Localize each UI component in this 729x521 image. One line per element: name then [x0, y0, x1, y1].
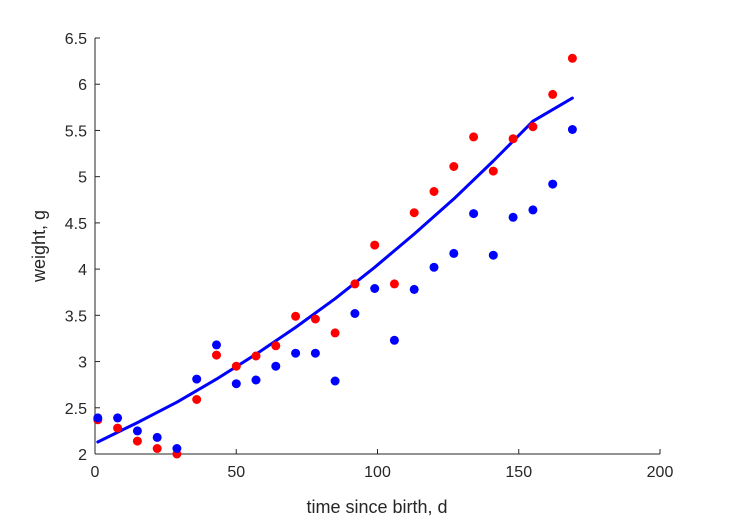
fit-curve-line: [96, 96, 574, 444]
data-point: [271, 341, 281, 351]
data-point: [528, 205, 538, 215]
y-tick-label: 3.5: [65, 308, 87, 325]
data-point: [449, 248, 459, 258]
plot-area: 0 50 100 150 200 2 2.5 3 3.5 4 4.5 5 5.5 6 6.5: [65, 31, 674, 481]
data-point: [132, 426, 142, 436]
data-point: [330, 328, 340, 338]
y-tick-label: 2.5: [65, 401, 87, 418]
data-point: [370, 284, 380, 293]
y-ticks: 2 2.5 3 3.5 4 4.5 5 5.5 6 6.5: [65, 31, 100, 464]
data-point: [113, 413, 123, 423]
x-axis-label: time since birth, d: [306, 497, 447, 517]
data-point: [192, 395, 202, 404]
y-tick-label: 2: [78, 447, 87, 464]
data-point: [508, 134, 518, 144]
data-point: [488, 166, 498, 176]
y-tick-label: 4: [78, 262, 87, 279]
data-point: [310, 348, 320, 358]
data-point: [548, 179, 558, 189]
data-point: [469, 132, 479, 142]
data-point: [429, 262, 439, 272]
data-point: [231, 379, 241, 389]
data-point: [152, 444, 162, 453]
data-point: [350, 279, 360, 289]
data-point: [192, 374, 202, 384]
data-point: [350, 309, 360, 318]
data-point: [291, 348, 301, 358]
data-point: [93, 413, 103, 423]
data-point: [271, 361, 281, 371]
data-point: [567, 125, 577, 134]
data-point: [389, 335, 399, 345]
data-point: [291, 311, 301, 321]
y-tick-label: 6.5: [65, 31, 87, 48]
data-point: [152, 432, 162, 442]
y-tick-label: 4.5: [65, 216, 87, 233]
data-point: [370, 240, 380, 250]
data-point: [409, 208, 419, 218]
chart-marks: [93, 53, 577, 459]
data-point: [172, 444, 182, 453]
data-point: [429, 187, 439, 196]
data-point: [132, 436, 142, 446]
x-tick-label: 200: [647, 464, 674, 481]
y-tick-label: 6: [78, 77, 87, 94]
data-point: [310, 314, 320, 324]
data-point: [113, 423, 123, 433]
data-point: [251, 351, 261, 361]
x-ticks: 0 50 100 150 200: [91, 449, 674, 481]
x-tick-label: 150: [505, 464, 532, 481]
data-point: [330, 376, 340, 386]
data-point: [528, 122, 538, 132]
data-point: [231, 361, 241, 371]
data-point: [488, 250, 498, 260]
y-tick-label: 5: [78, 170, 87, 187]
y-tick-label: 3: [78, 355, 87, 372]
y-axis-label: weight, g: [29, 210, 49, 283]
x-tick-label: 50: [227, 464, 245, 481]
data-point: [212, 350, 221, 360]
y-tick-label: 5.5: [65, 123, 87, 140]
data-point: [251, 375, 261, 385]
data-point: [212, 340, 221, 350]
data-point: [508, 212, 518, 222]
data-point: [469, 209, 479, 219]
data-point: [389, 279, 399, 289]
data-point: [567, 53, 577, 63]
x-tick-label: 0: [91, 464, 100, 481]
data-point: [409, 284, 419, 294]
data-point: [449, 162, 459, 171]
data-point: [548, 89, 558, 99]
x-tick-label: 100: [364, 464, 391, 481]
